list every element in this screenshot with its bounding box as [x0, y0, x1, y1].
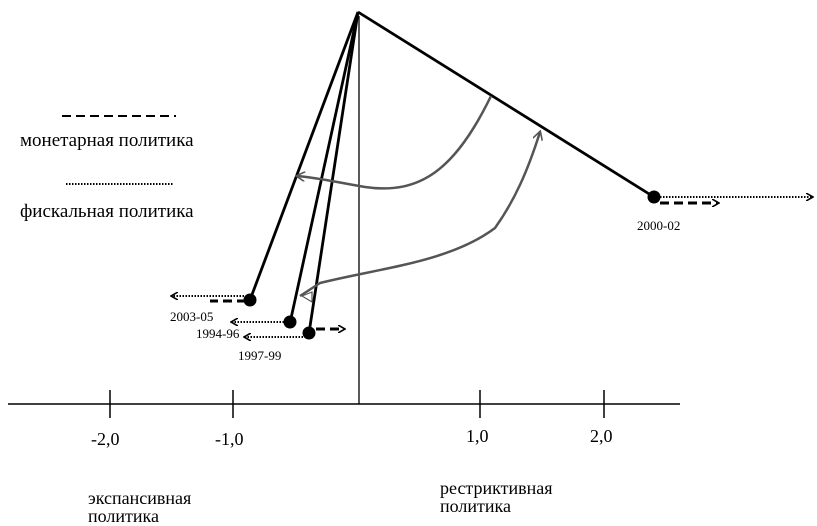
point-2000-02 [647, 190, 661, 204]
transition-arrow-lower [299, 132, 540, 298]
expansionary-caption: экспансивная политика [88, 489, 191, 525]
legend-monetary-label: монетарная политика [20, 130, 194, 151]
open-arrow-head [300, 291, 313, 304]
restrictive-caption: рестриктивная политика [440, 479, 553, 515]
policy-line-2000-02 [357, 10, 655, 199]
policy-line-2003-05 [248, 11, 360, 301]
period-label-2000-02: 2000-02 [637, 218, 681, 233]
period-label-1994-96: 1994-96 [196, 326, 240, 341]
period-label-1997-99: 1997-99 [238, 348, 282, 363]
caption-line: политика [440, 496, 511, 516]
point-1994-96 [283, 315, 297, 329]
transition-arrow-upper [297, 95, 493, 190]
point-2003-05 [243, 293, 257, 307]
policy-line-1997-99 [307, 11, 360, 334]
tick-label: 1,0 [466, 426, 489, 446]
tick-label: -2,0 [91, 429, 120, 449]
caption-line: рестриктивная [440, 478, 553, 498]
caption-line: политика [88, 506, 159, 526]
period-label-2003-05: 2003-05 [170, 309, 214, 324]
point-1997-99 [302, 326, 316, 340]
tick-label: 2,0 [590, 426, 613, 446]
tick-label: -1,0 [215, 429, 244, 449]
legend-fiscal-label: фискальная политика [20, 201, 194, 222]
caption-line: экспансивная [88, 488, 192, 508]
policy-line-1994-96 [288, 11, 360, 324]
